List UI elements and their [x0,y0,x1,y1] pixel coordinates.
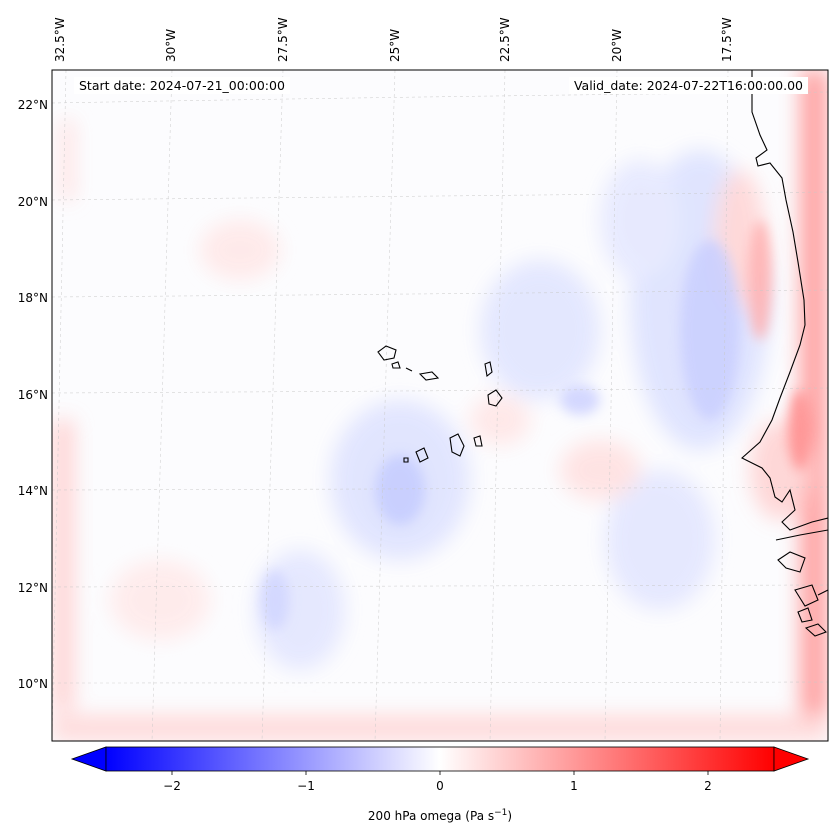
lon-label: 32.5°W [53,17,67,62]
lon-label: 17.5°W [720,17,734,62]
gridlines [52,70,828,741]
lon-label: 27.5°W [276,17,290,62]
colorbar-tick-label: −1 [297,779,315,793]
colorbar-title-exponent: −1 [494,808,508,818]
coastlines [377,70,828,637]
colorbar-title-text: 200 hPa omega (Pa s [367,809,495,823]
start-date-label: Start date: 2024-07-21_00:00:00 [74,77,290,94]
omega-field [52,70,828,741]
lat-label: 14°N [17,484,48,498]
cape-verde-islands [377,345,503,463]
lon-label: 30°W [164,28,178,62]
guinea-islands [777,551,828,637]
lat-label: 16°N [17,388,48,402]
lat-label: 22°N [17,98,48,112]
lon-label: 20°W [610,28,624,62]
colorbar-tick-label: 0 [436,779,444,793]
colorbar-title-close: ) [507,809,513,823]
lat-label: 18°N [17,291,48,305]
colorbar-title: 200 hPa omega (Pa s−1) [0,808,837,823]
colorbar-tick-label: 2 [704,779,712,793]
lat-label: 20°N [17,195,48,209]
colorbar-tick-label: −2 [163,779,181,793]
colorbar-tick-label: 1 [570,779,578,793]
lat-label: 10°N [17,677,48,691]
valid-date-label: Valid_date: 2024-07-22T16:00:00.00 [568,77,808,94]
africa-coastline [741,70,828,531]
lat-label: 12°N [17,581,48,595]
colorbar [70,746,810,775]
lon-label: 22.5°W [498,17,512,62]
lon-label: 25°W [388,28,402,62]
